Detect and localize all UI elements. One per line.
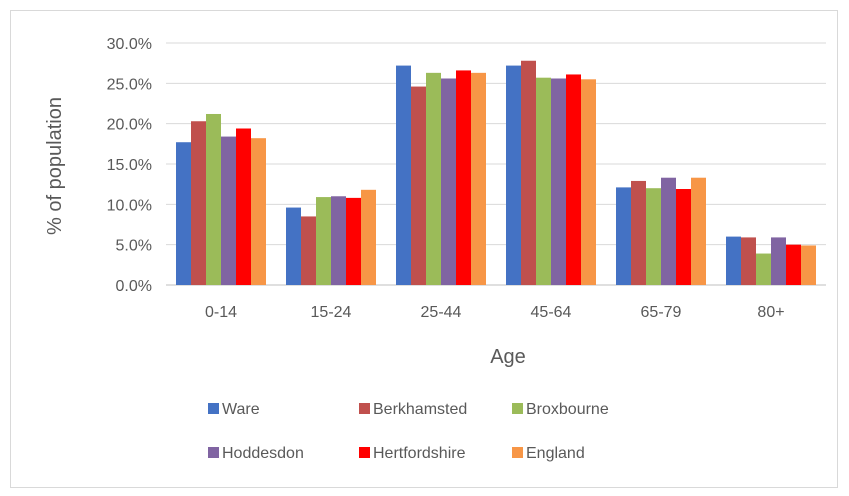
bar-broxbourne-15-24 (316, 197, 331, 285)
y-tick-label: 0.0% (116, 278, 152, 295)
bar-broxbourne-80+ (756, 253, 771, 285)
bar-hoddesdon-65-79 (661, 177, 676, 285)
bar-broxbourne-65-79 (646, 188, 661, 285)
bar-hoddesdon-0-14 (221, 136, 236, 285)
bar-ware-15-24 (286, 207, 301, 285)
bar-hertfordshire-25-44 (456, 70, 471, 285)
legend-swatch (208, 447, 219, 458)
legend: Ware Berkhamsted Broxbourne Hoddesdon Hertfo… (208, 401, 609, 462)
x-tick-label: 45-64 (531, 304, 572, 321)
bar-hoddesdon-15-24 (331, 196, 346, 285)
bar-hoddesdon-45-64 (551, 78, 566, 285)
y-tick-label: 10.0% (107, 197, 152, 214)
bar-ware-0-14 (176, 142, 191, 285)
y-tick-label: 30.0% (107, 36, 152, 53)
bar-hertfordshire-45-64 (566, 74, 581, 286)
legend-item-england: England (512, 445, 585, 462)
legend-label: Hoddesdon (222, 445, 304, 462)
bar-berkhamsted-15-24 (301, 216, 316, 285)
legend-swatch (512, 403, 523, 414)
x-axis-label: Age (490, 346, 526, 368)
gridlines (166, 42, 826, 286)
bar-hoddesdon-25-44 (441, 78, 456, 285)
bar-chart: 0.0% 5.0% 10.0% 15.0% 20.0% 25.0% 30.0% 0-14 15… (44, 36, 826, 462)
bar-england-0-14 (251, 138, 266, 285)
legend-label: Broxbourne (526, 401, 609, 418)
legend-item-berkhamsted: Berkhamsted (359, 401, 467, 418)
bar-england-65-79 (691, 177, 706, 285)
legend-item-hertfordshire: Hertfordshire (359, 445, 466, 462)
bar-broxbourne-25-44 (426, 72, 441, 285)
bar-hertfordshire-80+ (786, 244, 801, 285)
legend-swatch (359, 447, 370, 458)
bar-hertfordshire-65-79 (676, 189, 691, 285)
bar-ware-80+ (726, 236, 741, 285)
x-tick-label: 15-24 (311, 304, 352, 321)
x-axis-ticks: 0-14 15-24 25-44 45-64 65-79 80+ (205, 304, 785, 321)
bars (176, 60, 816, 286)
x-tick-label: 65-79 (641, 304, 682, 321)
bar-hertfordshire-15-24 (346, 197, 361, 285)
legend-swatch (359, 403, 370, 414)
legend-item-hoddesdon: Hoddesdon (208, 445, 304, 462)
bar-england-45-64 (581, 79, 596, 285)
bar-berkhamsted-65-79 (631, 180, 646, 285)
legend-label: Ware (222, 401, 260, 418)
y-axis-ticks: 0.0% 5.0% 10.0% 15.0% 20.0% 25.0% 30.0% (107, 36, 152, 295)
bar-broxbourne-45-64 (536, 77, 551, 285)
bar-broxbourne-0-14 (206, 113, 221, 285)
bar-berkhamsted-80+ (741, 237, 756, 285)
x-tick-label: 0-14 (205, 304, 237, 321)
chart-frame: 0.0% 5.0% 10.0% 15.0% 20.0% 25.0% 30.0% 0-14 15… (10, 10, 838, 488)
bar-hertfordshire-0-14 (236, 128, 251, 285)
legend-label: Hertfordshire (373, 445, 466, 462)
legend-item-broxbourne: Broxbourne (512, 401, 609, 418)
legend-swatch (512, 447, 523, 458)
bar-england-25-44 (471, 72, 486, 285)
legend-label: England (526, 445, 585, 462)
bar-berkhamsted-45-64 (521, 60, 536, 285)
bar-england-15-24 (361, 189, 376, 285)
bar-hoddesdon-80+ (771, 237, 786, 285)
bar-ware-45-64 (506, 65, 521, 285)
bar-england-80+ (801, 245, 816, 285)
legend-item-ware: Ware (208, 401, 260, 418)
legend-label: Berkhamsted (373, 401, 467, 418)
y-tick-label: 5.0% (116, 238, 152, 255)
x-tick-label: 80+ (757, 304, 784, 321)
bar-berkhamsted-25-44 (411, 86, 426, 285)
y-axis-label: % of population (44, 97, 66, 235)
x-tick-label: 25-44 (421, 304, 462, 321)
legend-swatch (208, 403, 219, 414)
y-tick-label: 15.0% (107, 157, 152, 174)
bar-ware-25-44 (396, 65, 411, 285)
bar-berkhamsted-0-14 (191, 121, 206, 285)
y-tick-label: 20.0% (107, 117, 152, 134)
y-tick-label: 25.0% (107, 76, 152, 93)
bar-ware-65-79 (616, 187, 631, 285)
